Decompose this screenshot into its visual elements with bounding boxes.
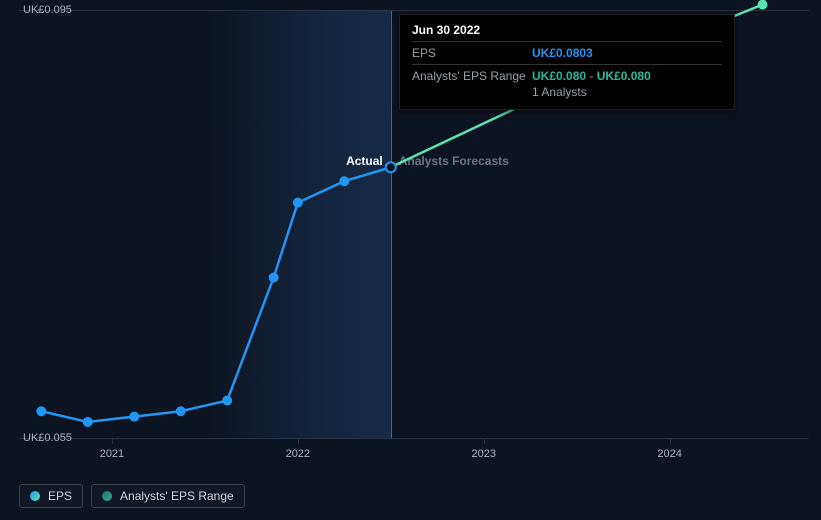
x-tick-mark [298, 438, 299, 444]
x-tick-label: 2022 [286, 448, 310, 460]
x-tick-mark [484, 438, 485, 444]
x-tick-label: 2021 [100, 448, 124, 460]
legend: EPS Analysts' EPS Range [19, 484, 245, 508]
tooltip-range-high: UK£0.080 [597, 69, 651, 83]
legend-item-eps[interactable]: EPS [19, 484, 83, 508]
x-tick-label: 2023 [471, 448, 495, 460]
tooltip-date: Jun 30 2022 [412, 23, 722, 37]
highlight-marker [386, 162, 396, 172]
legend-item-range[interactable]: Analysts' EPS Range [91, 484, 245, 508]
tooltip-range-value: UK£0.080 - UK£0.080 [532, 69, 651, 83]
tooltip-range-low: UK£0.080 [532, 69, 586, 83]
eps-chart: UK£0.095 UK£0.055 Actual Analysts Foreca… [0, 0, 821, 520]
line-eps-actual [41, 167, 390, 422]
gridline-bottom [19, 438, 809, 439]
tooltip-divider [412, 41, 722, 42]
tooltip-range-sep: - [586, 69, 597, 83]
tooltip-divider [412, 64, 722, 65]
legend-swatch-eps [30, 491, 40, 501]
tooltip-row-range: Analysts' EPS Range UK£0.080 - UK£0.080 [412, 69, 722, 83]
legend-swatch-range [102, 491, 112, 501]
tooltip-eps-label: EPS [412, 46, 532, 60]
x-tick-mark [112, 438, 113, 444]
x-tick-label: 2024 [657, 448, 681, 460]
points-eps-actual [37, 163, 394, 426]
x-tick-mark [670, 438, 671, 444]
legend-label-range: Analysts' EPS Range [120, 489, 234, 503]
tooltip-eps-value: UK£0.0803 [532, 46, 593, 60]
tooltip-range-label: Analysts' EPS Range [412, 69, 532, 83]
tooltip: Jun 30 2022 EPS UK£0.0803 Analysts' EPS … [399, 14, 735, 110]
tooltip-analysts-count: 1 Analysts [532, 85, 722, 99]
tooltip-row-eps: EPS UK£0.0803 [412, 46, 722, 60]
legend-label-eps: EPS [48, 489, 72, 503]
